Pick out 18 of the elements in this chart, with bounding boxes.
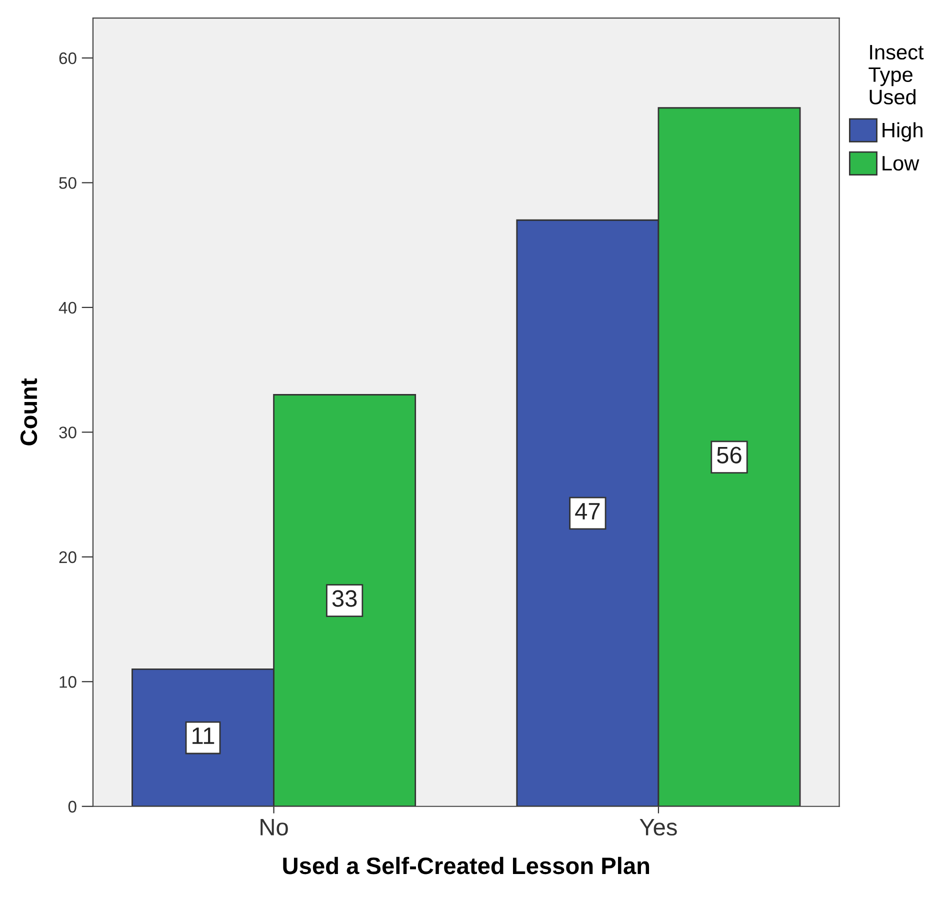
x-tick-label: Yes [640, 819, 677, 836]
x-axis-title: Used a Self-Created Lesson Plan [283, 856, 650, 874]
y-tick-label: 30 [59, 426, 76, 438]
y-axis-title: Count [20, 378, 38, 446]
data-label: 56 [717, 446, 742, 464]
x-tick-label: No [260, 819, 288, 836]
legend-label: High [882, 122, 922, 142]
data-label: 33 [332, 590, 357, 607]
y-tick-label: 0 [68, 800, 76, 813]
y-tick-label: 60 [59, 52, 76, 64]
data-label: 47 [575, 503, 600, 520]
y-tick-label: 10 [60, 676, 76, 688]
data-label: 11 [192, 728, 214, 744]
legend-label: Low [882, 156, 920, 171]
y-tick-label: 50 [59, 177, 76, 189]
legend-title: Insect Type Used [868, 45, 924, 104]
y-tick-label: 40 [58, 302, 76, 314]
y-tick-label: 20 [59, 551, 76, 564]
